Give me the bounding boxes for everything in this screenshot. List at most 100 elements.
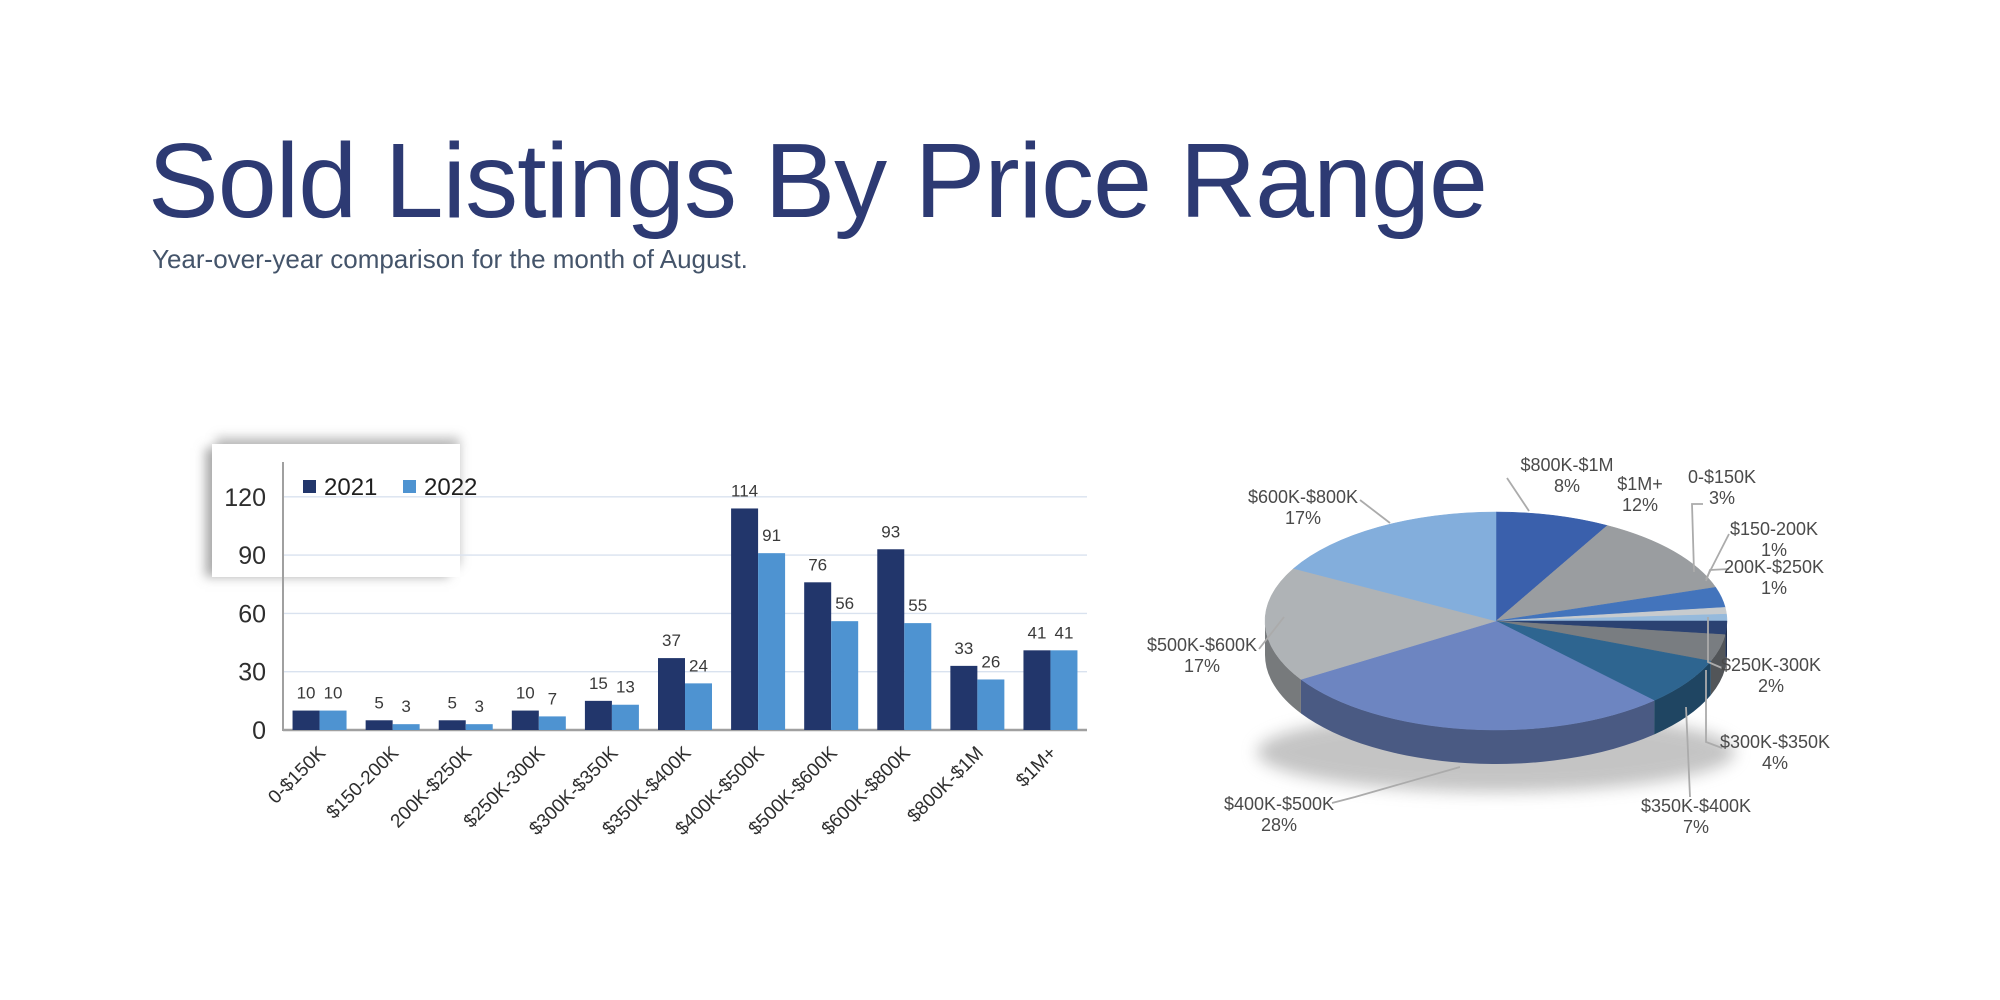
bar-value-label-2022: 56 <box>835 594 854 613</box>
pie-label-name: $150-200K <box>1730 519 1818 539</box>
pie-label-pct: 4% <box>1762 753 1788 773</box>
bar-legend: 2021 2022 <box>303 474 477 501</box>
bar-value-label-2022: 3 <box>401 697 410 716</box>
bar-value-label-2021: 33 <box>954 639 973 658</box>
pie-leader-line <box>1685 706 1691 798</box>
pie-chart-3d: $800K-$1M8% $1M+12%0-$150K3%$150-200K1%20… <box>1147 455 1830 837</box>
pie-label-pct: 17% <box>1184 656 1220 676</box>
bar-2021 <box>1023 650 1051 730</box>
pie-label-pct: 2% <box>1758 676 1784 696</box>
bar-value-label-2021: 93 <box>881 522 900 541</box>
pie-leader-line <box>1707 617 1723 669</box>
bar-2021 <box>365 720 393 730</box>
bar-2021 <box>804 582 832 730</box>
legend-label-2022: 2022 <box>424 474 477 501</box>
bar-value-label-2022: 3 <box>474 697 483 716</box>
bar-2022 <box>465 724 493 730</box>
bar-2022 <box>392 724 420 730</box>
page-subtitle: Year-over-year comparison for the month … <box>152 244 748 274</box>
pie-label-name: $250K-300K <box>1721 655 1821 675</box>
pie-label-name: $400K-$500K <box>1224 794 1334 814</box>
pie-slice <box>1495 511 1608 622</box>
bar-2022 <box>538 716 566 730</box>
pie-label-pct: 1% <box>1761 540 1787 560</box>
y-tick-label: 90 <box>238 542 266 570</box>
pie-label-pct: 17% <box>1285 508 1321 528</box>
bar-2022 <box>977 679 1005 730</box>
pie-label-pct: 3% <box>1709 488 1735 508</box>
x-tick-label: $800K-$1M <box>904 743 988 827</box>
pie-label-name: 0-$150K <box>1688 467 1756 487</box>
y-tick-label: 30 <box>238 659 266 687</box>
pie-leader-line <box>1705 670 1723 749</box>
pie-label-pct: 28% <box>1261 815 1297 835</box>
bar-2022 <box>758 553 786 730</box>
pie-slice <box>1264 568 1497 680</box>
bar-value-label-2021: 5 <box>374 693 383 712</box>
bar-value-label-2021: 41 <box>1027 623 1046 642</box>
pie-slice <box>1293 511 1497 622</box>
pie-slice <box>1495 525 1717 622</box>
bar-2021 <box>584 700 612 730</box>
x-tick-label: $1M+ <box>1012 743 1061 792</box>
bar-2022 <box>685 683 712 730</box>
pie-label-name: 200K-$250K <box>1724 557 1824 577</box>
page-title: Sold Listings By Price Range <box>148 122 1488 240</box>
y-tick-label: 0 <box>252 717 266 745</box>
bar-value-label-2022: 24 <box>689 656 708 675</box>
bar-value-label-2022: 55 <box>908 596 927 615</box>
bar-value-label-2022: 13 <box>616 678 635 697</box>
pie-slice-side <box>1710 634 1726 696</box>
pie-label-name: $1M+ <box>1617 474 1663 494</box>
pie-leader-line <box>1506 477 1530 512</box>
bar-value-label-2021: 10 <box>516 684 535 703</box>
bar-value-label-2021: 10 <box>297 684 316 703</box>
pie-leader-line <box>1331 766 1461 804</box>
bar-2021 <box>511 710 539 730</box>
pie-label-pct: 12% <box>1622 495 1658 515</box>
pie-slice-side <box>1265 621 1301 714</box>
bar-2022 <box>904 623 932 730</box>
bar-value-label-2021: 15 <box>589 674 608 693</box>
pie-slice <box>1300 620 1655 731</box>
pie-label-pct: 7% <box>1683 817 1709 837</box>
legend-label-2021: 2021 <box>324 474 377 501</box>
x-tick-label: 0-$150K <box>264 742 330 808</box>
pie-leader-line <box>1691 503 1703 573</box>
bar-2022 <box>1050 650 1078 730</box>
pie-label-name: $500K-$600K <box>1147 635 1257 655</box>
bar-value-label-2022: 26 <box>981 652 1000 671</box>
bar-value-label-2021: 114 <box>731 481 758 500</box>
pie-slice-side <box>1654 661 1711 735</box>
pie-leader-line <box>1705 568 1730 582</box>
bar-value-label-2022: 7 <box>548 689 557 708</box>
legend-swatch-2022 <box>403 480 416 493</box>
bar-2021 <box>877 549 905 730</box>
pie-leader-line <box>1359 499 1391 524</box>
bar-value-label-2021: 76 <box>808 555 827 574</box>
bar-value-label-2022: 10 <box>324 684 343 703</box>
pie-leader-line <box>1258 616 1285 650</box>
bar-value-label-2021: 5 <box>447 693 456 712</box>
bar-2021 <box>731 508 759 730</box>
pie-slice-side <box>1300 679 1655 765</box>
x-tick-label: $150-200K <box>323 742 404 823</box>
bar-2022 <box>611 704 639 730</box>
y-tick-label: 60 <box>238 600 266 628</box>
pie-label-name: $800K-$1M <box>1520 455 1613 475</box>
pie-label-pct: 1% <box>1761 578 1787 598</box>
bar-value-label-2022: 91 <box>762 526 781 545</box>
pie-label-pct: 8% <box>1554 476 1580 496</box>
bar-2021 <box>438 720 466 730</box>
